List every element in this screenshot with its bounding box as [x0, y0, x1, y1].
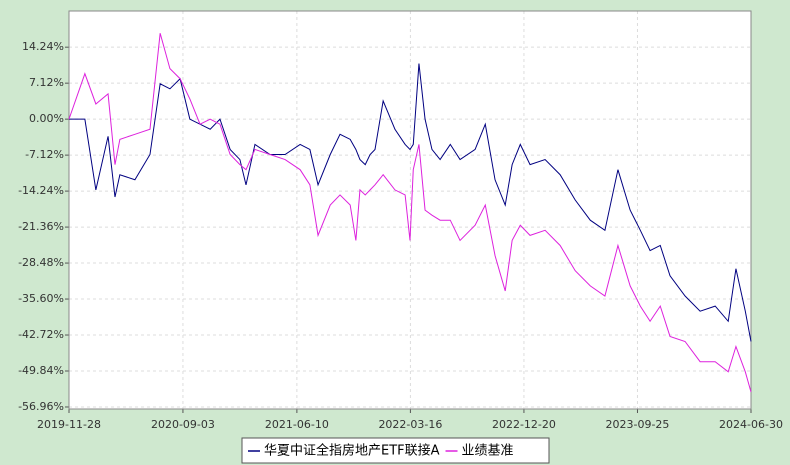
y-tick-label: 14.24% — [22, 40, 64, 53]
x-tick-label: 2022-12-20 — [492, 418, 556, 431]
x-tick-label: 2020-09-03 — [151, 418, 215, 431]
plot-border — [68, 10, 752, 410]
x-tick-label: 2022-03-16 — [378, 418, 442, 431]
x-tick-label: 2023-09-25 — [606, 418, 670, 431]
y-tick-label: -35.60% — [18, 292, 64, 305]
y-tick-label: -21.36% — [18, 220, 64, 233]
y-tick-label: 0.00% — [29, 112, 64, 125]
y-tick-label: -14.24% — [18, 184, 64, 197]
legend-label: 华夏中证全指房地产ETF联接A — [264, 443, 440, 459]
y-tick-label: -42.72% — [18, 328, 64, 341]
y-tick-label: -28.48% — [18, 256, 64, 269]
legend-label: 业绩基准 — [462, 444, 514, 459]
y-tick-label: -49.84% — [18, 364, 64, 377]
y-tick-label: -7.12% — [25, 148, 64, 161]
series-line — [69, 63, 752, 342]
x-tick-label: 2021-06-10 — [265, 418, 329, 431]
x-tick-label: 2024-06-30 — [719, 418, 783, 431]
series-line — [68, 33, 752, 393]
x-tick-label: 2019-11-28 — [37, 418, 101, 431]
y-tick-label: -56.96% — [18, 400, 64, 413]
legend — [241, 437, 550, 464]
y-tick-label: 7.12% — [29, 76, 64, 89]
